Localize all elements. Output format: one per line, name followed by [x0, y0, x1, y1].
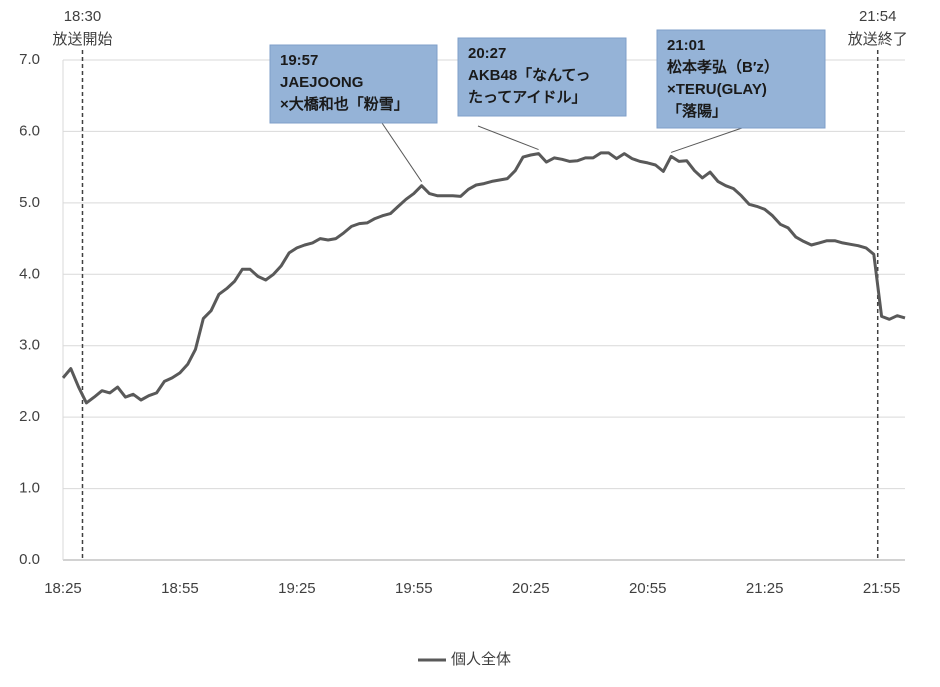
y-tick-label: 6.0 — [19, 122, 40, 139]
y-tick-label: 2.0 — [19, 408, 40, 425]
x-tick-label: 20:55 — [629, 580, 667, 597]
y-tick-label: 3.0 — [19, 337, 40, 354]
x-tick-label: 19:25 — [278, 580, 316, 597]
x-tick-label: 18:55 — [161, 580, 199, 597]
y-tick-label: 1.0 — [19, 480, 40, 497]
annotation-text: ×TERU(GLAY) — [667, 81, 767, 98]
annotation-leader — [477, 125, 539, 151]
y-tick-label: 4.0 — [19, 265, 40, 282]
annotation-text: 21:01 — [667, 37, 705, 54]
marker-label: 放送終了 — [848, 31, 908, 48]
series-line — [61, 151, 906, 405]
annotation-text: JAEJOONG — [280, 74, 363, 91]
x-tick-label: 21:55 — [863, 580, 901, 597]
annotation-text: 20:27 — [468, 45, 506, 62]
x-tick-label: 21:25 — [746, 580, 784, 597]
marker-label: 放送開始 — [52, 31, 112, 48]
annotation-text: 松本孝弘（B′z） — [667, 58, 779, 76]
y-tick-label: 5.0 — [19, 194, 40, 211]
y-tick-label: 7.0 — [19, 51, 40, 68]
annotation-text: ×大橋和也「粉雪」 — [280, 95, 409, 113]
annotation-box — [457, 37, 627, 117]
y-tick-label: 0.0 — [19, 551, 40, 568]
marker-time: 21:54 — [859, 8, 897, 25]
legend-label: 個人全体 — [451, 650, 511, 668]
x-tick-label: 20:25 — [512, 580, 550, 597]
annotation-text: たってアイドル」 — [468, 89, 587, 106]
x-tick-label: 19:55 — [395, 580, 433, 597]
annotation-text: AKB48「なんてっ — [468, 66, 591, 84]
annotation-leader — [381, 122, 423, 182]
annotation-leader — [670, 127, 743, 153]
x-tick-label: 18:25 — [44, 580, 82, 597]
annotation-box — [656, 29, 826, 129]
marker-time: 18:30 — [64, 8, 102, 25]
annotation-box — [269, 44, 438, 124]
annotation-text: 「落陽」 — [667, 102, 727, 120]
annotation-text: 19:57 — [280, 52, 318, 69]
